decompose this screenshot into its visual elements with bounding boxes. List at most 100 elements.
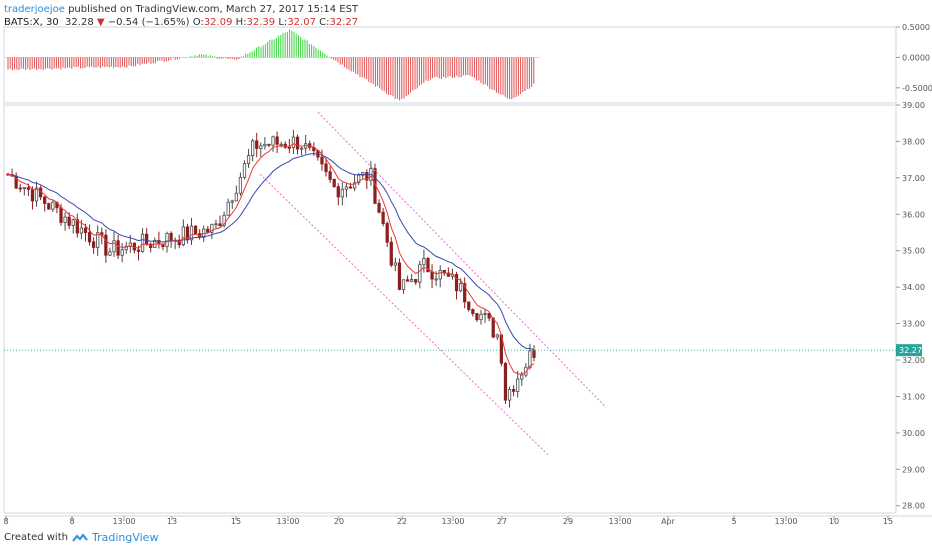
osc-tick-label: 0.0000 [902, 53, 930, 62]
candle-body [43, 196, 47, 204]
candle-body [397, 262, 402, 290]
y-tick-label: 37.00 [902, 174, 925, 183]
candle-body [495, 334, 499, 338]
y-tick-label: 36.00 [902, 210, 925, 219]
candle-body [336, 186, 340, 198]
tradingview-brand[interactable]: TradingView [91, 531, 159, 544]
x-tick-label: 29 [563, 517, 573, 526]
candle-body [463, 283, 467, 303]
candle-body [520, 374, 524, 380]
candle-body [418, 264, 422, 283]
candle-body [193, 225, 198, 234]
x-tick-label: 15 [231, 517, 241, 526]
tradingview-logo-icon [72, 532, 88, 542]
candle-body [279, 143, 283, 146]
y-tick-label: 34.00 [902, 283, 925, 292]
candle-body [295, 136, 300, 150]
channel-lower-line [259, 173, 549, 456]
candle-body [63, 216, 67, 223]
price-change: −0.54 (−1.65%) [107, 17, 190, 28]
candle-body [75, 219, 79, 234]
candle-body [491, 317, 495, 338]
x-tick-label: 8 [3, 517, 8, 526]
candle-body [165, 232, 169, 248]
channel-upper-line [317, 111, 607, 408]
author-link[interactable]: traderjoejoe [4, 4, 65, 15]
candle-body [149, 243, 153, 248]
x-tick-label: 10 [829, 517, 839, 526]
close-label: C: [319, 17, 330, 28]
candle-body [87, 232, 92, 243]
x-tick-label: 13:00 [774, 517, 797, 526]
candle-body [389, 241, 393, 266]
candle-body [230, 200, 234, 203]
candle-body [467, 301, 471, 310]
candle-body [124, 245, 128, 251]
x-tick-label: 13 [167, 517, 177, 526]
candle-body [120, 249, 124, 256]
candle-body [422, 258, 426, 266]
open-label: O: [192, 17, 204, 28]
x-tick-label: 8 [69, 517, 74, 526]
x-tick-label: 13:00 [441, 517, 464, 526]
x-tick-label: 13:00 [608, 517, 631, 526]
created-with-label: Created with [4, 532, 68, 543]
x-tick-label: 22 [397, 517, 407, 526]
candle-body [381, 211, 385, 224]
low-label: L: [278, 17, 288, 28]
y-tick-label: 31.00 [902, 392, 925, 401]
candle-body [34, 187, 39, 202]
high-value: 32.39 [246, 17, 276, 28]
candle-body [410, 279, 414, 282]
candle-body [26, 187, 31, 190]
candle-body [246, 155, 251, 164]
candle-body [352, 182, 357, 189]
candle-body [471, 309, 475, 314]
candle-body [357, 174, 361, 184]
candles [6, 129, 536, 408]
candle-body [271, 136, 275, 146]
candle-body [30, 188, 35, 202]
candle-body [83, 227, 88, 233]
x-tick-label: 5 [731, 517, 736, 526]
candle-body [483, 312, 487, 315]
candle-body [414, 279, 418, 283]
last-price-tag-label: 32.27 [899, 346, 922, 355]
price-panel [3, 104, 897, 514]
last-price: 32.28 [65, 17, 94, 28]
candle-body [218, 223, 222, 227]
candle-body [438, 269, 442, 280]
candle-body [361, 172, 365, 176]
candle-body [263, 143, 267, 147]
candle-body [242, 163, 247, 178]
y-tick-label: 30.00 [902, 429, 925, 438]
candle-body [446, 272, 450, 277]
candle-body [267, 143, 271, 146]
candle-body [320, 156, 324, 165]
candle-body [116, 240, 120, 256]
candle-body [145, 233, 149, 245]
candle-body [210, 223, 214, 233]
y-tick-label: 29.00 [902, 465, 925, 474]
x-tick-label: 27 [497, 517, 507, 526]
close-value: 32.27 [329, 17, 359, 28]
candle-body [104, 234, 108, 256]
candle-body [393, 262, 397, 266]
candle-body [348, 186, 353, 189]
candle-body [291, 136, 296, 148]
last-price-tag [896, 344, 922, 357]
candle-body [385, 223, 389, 243]
candle-body [475, 313, 479, 321]
x-tick-label: 13:00 [276, 517, 299, 526]
footer: Created with TradingView [4, 531, 158, 544]
high-label: H: [235, 17, 247, 28]
candle-body [18, 187, 22, 190]
candle-body [532, 350, 536, 358]
x-tick-label: 20 [334, 517, 344, 526]
candle-body [328, 171, 332, 180]
candle-body [401, 279, 406, 290]
candle-body [487, 312, 491, 319]
y-tick-label: 35.00 [902, 247, 925, 256]
y-tick-label: 28.00 [902, 502, 925, 511]
